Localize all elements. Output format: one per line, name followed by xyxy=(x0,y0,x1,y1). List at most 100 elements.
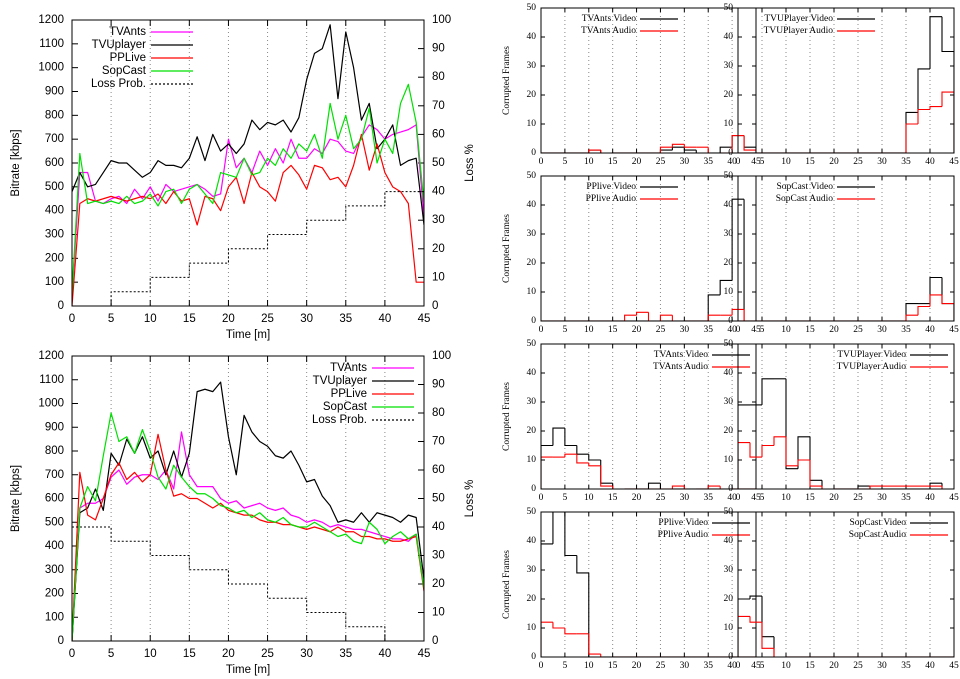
legend-label: PPlive Audio xyxy=(658,530,709,540)
histogram-step xyxy=(941,16,954,153)
x-tick-label: 45 xyxy=(418,313,431,325)
y-tick-label: 40 xyxy=(724,32,734,42)
series-line xyxy=(72,24,424,226)
y-tick-label: 800 xyxy=(45,109,64,121)
loss-line xyxy=(72,526,424,641)
x-tick-label: 15 xyxy=(608,493,618,503)
x-tick-label: 10 xyxy=(584,325,594,335)
y-tick-label: 0 xyxy=(728,148,733,158)
y-tick-label: 400 xyxy=(45,540,64,552)
histogram-step xyxy=(564,453,577,458)
histogram-step xyxy=(588,454,601,461)
x-tick-label: 45 xyxy=(949,661,959,671)
x-axis-label: Time [m] xyxy=(226,329,270,341)
series-line xyxy=(72,412,424,641)
legend-label: TVUPlayer Audio xyxy=(764,26,834,36)
y2-axis-label: Loss % xyxy=(464,480,476,518)
histogram-step xyxy=(743,135,756,153)
histogram-step xyxy=(659,314,673,321)
chart: 0 5 10 15 20 25 30 35 40 45 0 10 20 30 40 50 TVUPlayer V… xyxy=(724,339,960,503)
y-tick-label: 30 xyxy=(724,61,734,71)
y-tick-label: 50 xyxy=(724,339,734,349)
histogram-step xyxy=(785,378,798,470)
plot-area xyxy=(738,378,954,489)
plot-area xyxy=(738,595,954,657)
x-tick-label: 0 xyxy=(736,157,741,167)
plot-frame xyxy=(540,175,757,322)
histogram-step xyxy=(743,199,756,321)
x-tick-label: 20 xyxy=(632,157,642,167)
histogram-step xyxy=(707,485,721,489)
x-tick-label: 20 xyxy=(829,325,839,335)
histogram-step xyxy=(636,311,649,316)
y-axis-label: Corrupted Frames xyxy=(502,550,512,619)
series-line xyxy=(72,433,424,641)
series-line xyxy=(72,381,424,641)
histogram-step xyxy=(707,294,721,321)
x-tick-label: 30 xyxy=(877,325,887,335)
histogram-step xyxy=(588,462,601,467)
x-tick-label: 25 xyxy=(261,648,274,660)
legend-label: PPlive Audio xyxy=(586,194,637,204)
y-tick-label: 50 xyxy=(527,507,537,517)
plot-area xyxy=(541,135,756,153)
histogram-step xyxy=(929,294,942,307)
histogram-step xyxy=(857,485,870,489)
plot-frame xyxy=(737,511,955,658)
plot-frame xyxy=(540,7,757,154)
x-tick-label: 40 xyxy=(925,661,935,671)
histogram-step xyxy=(941,486,954,489)
y-tick-label: 900 xyxy=(45,86,64,98)
plot-area xyxy=(541,512,756,657)
y-tick-label: 40 xyxy=(724,536,734,546)
legend-label: PPLive xyxy=(110,52,146,64)
y-tick-label: 800 xyxy=(45,445,64,457)
histogram-step xyxy=(809,460,822,487)
x-tick-label: 45 xyxy=(751,493,761,503)
histogram-step xyxy=(541,621,553,657)
series-line xyxy=(72,124,424,295)
y-tick-label: 50 xyxy=(724,171,734,181)
y-tick-label: 0 xyxy=(58,635,64,647)
histogram-step xyxy=(731,198,745,281)
x-tick-label: 35 xyxy=(901,661,911,671)
y-tick-label: 0 xyxy=(58,300,64,312)
histogram-step xyxy=(576,555,589,574)
histogram-step xyxy=(761,378,774,405)
chart: 0 5 10 15 20 25 30 35 40 45 0 10 20 30 40 50 Corrupted F… xyxy=(502,3,761,167)
x-tick-label: 35 xyxy=(703,325,713,335)
y-tick-label: 600 xyxy=(45,493,64,505)
x-tick-label: 10 xyxy=(584,661,594,671)
y-tick-label: 600 xyxy=(45,157,64,169)
x-tick-label: 40 xyxy=(378,648,391,660)
y-tick-label: 700 xyxy=(45,133,64,145)
x-tick-label: 15 xyxy=(183,648,196,660)
x-tick-label: 40 xyxy=(727,661,737,671)
x-tick-label: 20 xyxy=(222,648,235,660)
histogram-step xyxy=(738,442,750,489)
plot-area xyxy=(738,276,954,321)
x-tick-label: 25 xyxy=(853,157,863,167)
y2-tick-label: 60 xyxy=(432,128,445,140)
y-tick-label: 30 xyxy=(724,565,734,575)
series-line xyxy=(72,133,424,306)
chart: 0 5 10 15 20 25 30 35 40 45 0 10 20 30 40 50 SopCast Vid… xyxy=(724,171,960,335)
histogram-step xyxy=(761,444,774,458)
y-tick-label: 20 xyxy=(724,594,734,604)
x-tick-label: 25 xyxy=(656,157,666,167)
y-axis-label: Bitrate [kbps] xyxy=(10,129,22,196)
legend-label: PPlive Video xyxy=(586,182,636,192)
x-tick-label: 5 xyxy=(563,325,568,335)
x-tick-label: 30 xyxy=(680,325,690,335)
histogram-step xyxy=(588,149,601,153)
histogram-step xyxy=(719,146,733,153)
y-tick-label: 10 xyxy=(527,623,537,633)
histogram-step xyxy=(647,482,661,489)
legend-label: TVUPlayer Audio xyxy=(837,362,907,372)
chart: 0 5 10 15 20 25 30 35 40 45 0 10 20 30 40 50 Corrupted F… xyxy=(502,171,761,335)
histogram-step xyxy=(749,616,762,623)
x-tick-label: 20 xyxy=(829,661,839,671)
x-tick-label: 30 xyxy=(877,661,887,671)
histogram-step xyxy=(905,314,918,321)
